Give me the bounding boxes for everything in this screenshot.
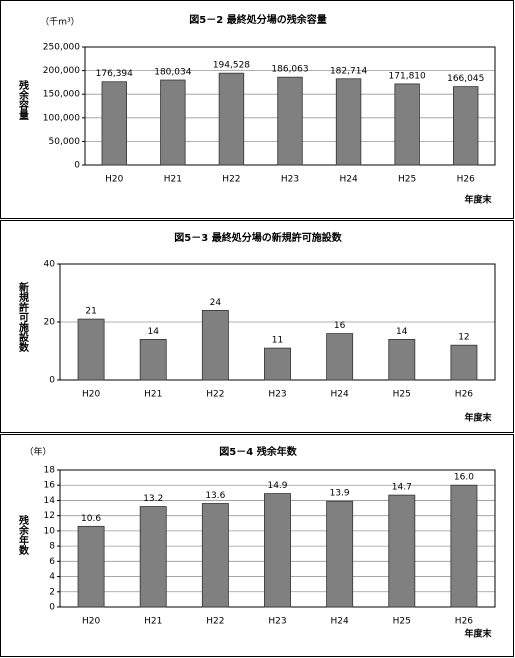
bar <box>450 344 478 381</box>
bar <box>77 318 105 381</box>
value-label: 14 <box>147 327 159 337</box>
bar <box>388 338 416 381</box>
bar <box>264 493 291 608</box>
panel <box>0 0 514 219</box>
x-tick-label: H21 <box>144 617 162 627</box>
chart-title: 図5－3 最終処分場の新規許可施設数 <box>174 231 342 244</box>
bar <box>77 525 105 608</box>
y-tick-label: 10 <box>44 526 56 536</box>
x-tick-label: H23 <box>268 617 286 627</box>
x-tick-label: H21 <box>144 390 162 400</box>
value-label: 166,045 <box>447 74 484 84</box>
y-tick-label: 8 <box>49 542 55 552</box>
y-axis-label: 新規許可施設数 <box>17 281 29 353</box>
x-tick-label: H25 <box>393 617 411 627</box>
chart-title: 図5－4 残余年数 <box>219 445 297 458</box>
chart-title: 図5－2 最終処分場の残余容量 <box>189 13 326 26</box>
x-axis-label: 年度末 <box>464 412 492 424</box>
y-tick-label: 0 <box>49 603 55 613</box>
value-label: 14 <box>396 327 408 337</box>
x-tick-label: H25 <box>398 175 416 185</box>
x-tick-label: H23 <box>281 175 299 185</box>
bar <box>394 83 420 166</box>
value-label: 16.0 <box>454 473 474 483</box>
y-tick-label: 100,000 <box>43 113 80 123</box>
y-tick-label: 150,000 <box>43 90 80 100</box>
y-tick-label: 200,000 <box>43 66 80 76</box>
x-tick-label: H26 <box>455 617 473 627</box>
bar <box>201 309 229 381</box>
bar <box>139 506 167 608</box>
panel <box>0 434 514 657</box>
value-label: 21 <box>85 307 96 317</box>
y-axis-label: 残余年数 <box>17 514 30 556</box>
unit-label: （千m³） <box>40 17 79 28</box>
value-label: 14.7 <box>392 483 412 493</box>
bar <box>335 78 362 166</box>
y-tick-label: 12 <box>44 511 55 521</box>
value-label: 13.9 <box>330 489 350 499</box>
y-tick-label: 0 <box>49 376 55 386</box>
y-tick-label: 14 <box>44 496 56 506</box>
value-label: 14.9 <box>267 481 287 491</box>
bar <box>201 503 229 608</box>
y-tick-label: 0 <box>74 161 80 171</box>
x-tick-label: H20 <box>105 175 123 185</box>
value-label: 13.2 <box>143 494 163 504</box>
x-tick-label: H21 <box>164 175 182 185</box>
x-tick-label: H24 <box>331 617 349 627</box>
value-label: 186,063 <box>271 65 308 75</box>
value-label: 16 <box>334 321 346 331</box>
panel <box>0 220 514 433</box>
bar <box>388 494 416 608</box>
y-tick-label: 40 <box>44 260 56 270</box>
y-axis-label: 残余容量 <box>17 79 30 120</box>
bar <box>160 79 186 166</box>
bar <box>264 347 291 381</box>
y-tick-label: 18 <box>44 466 56 476</box>
bar <box>101 81 127 166</box>
x-tick-label: H22 <box>206 617 224 627</box>
x-tick-label: H20 <box>82 617 100 627</box>
x-tick-label: H24 <box>331 390 349 400</box>
x-tick-label: H26 <box>455 390 473 400</box>
y-tick-label: 50,000 <box>49 137 81 147</box>
bar <box>277 76 303 166</box>
value-label: 24 <box>210 298 222 308</box>
x-tick-label: H20 <box>82 390 100 400</box>
x-tick-label: H22 <box>222 175 240 185</box>
unit-label: （年） <box>24 446 51 458</box>
x-axis-label: 年度末 <box>464 194 492 206</box>
x-tick-label: H24 <box>339 175 357 185</box>
x-tick-label: H26 <box>457 175 475 185</box>
y-tick-label: 4 <box>49 572 55 582</box>
value-label: 194,528 <box>213 61 250 71</box>
value-label: 180,034 <box>154 68 191 78</box>
bar <box>453 86 479 166</box>
bar <box>450 484 478 608</box>
value-label: 10.6 <box>81 514 101 524</box>
bar <box>139 338 167 381</box>
value-label: 11 <box>272 336 283 346</box>
y-tick-label: 20 <box>44 318 56 328</box>
y-tick-label: 2 <box>49 587 55 597</box>
y-tick-label: 250,000 <box>43 43 80 53</box>
x-axis-label: 年度末 <box>464 628 492 640</box>
x-tick-label: H23 <box>268 390 286 400</box>
value-label: 13.6 <box>205 491 225 501</box>
x-tick-label: H25 <box>393 390 411 400</box>
bar <box>326 333 354 381</box>
value-label: 182,714 <box>330 66 367 76</box>
value-label: 171,810 <box>389 71 426 81</box>
value-label: 176,394 <box>96 69 133 79</box>
value-label: 12 <box>458 333 469 343</box>
bar <box>326 500 354 608</box>
bar <box>218 72 245 166</box>
y-tick-label: 16 <box>44 481 56 491</box>
x-tick-label: H22 <box>206 390 224 400</box>
y-tick-label: 6 <box>49 557 55 567</box>
